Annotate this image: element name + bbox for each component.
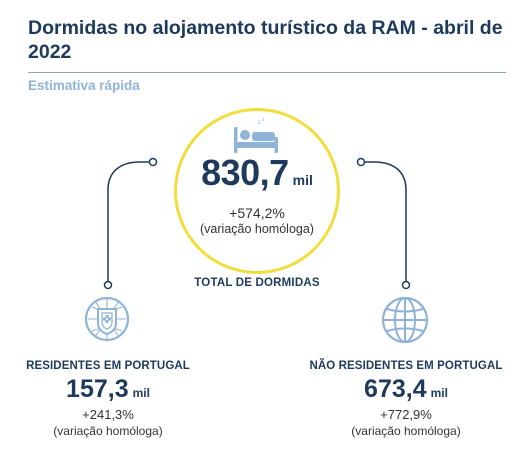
right-connector-end-bottom [401, 280, 411, 290]
left-connector-end-top [148, 157, 158, 167]
title-divider [28, 72, 506, 73]
page-subtitle: Estimativa rápida [28, 78, 140, 93]
page-title: Dormidas no alojamento turístico da RAM … [28, 17, 503, 63]
total-value: 830,7 mil [174, 152, 340, 194]
right-connector [364, 161, 407, 282]
non-residents-change-note: (variação homóloga) [351, 424, 461, 438]
right-connector-end-top [356, 157, 366, 167]
svg-text:z: z [262, 117, 265, 123]
non-residents-unit: mil [430, 386, 448, 400]
bed-icon: z z [234, 117, 278, 153]
residents-label: RESIDENTES EM PORTUGAL [26, 360, 190, 372]
total-unit: mil [292, 172, 313, 188]
non-residents-label: NÃO RESIDENTES EM PORTUGAL [309, 360, 503, 372]
total-change: +574,2% [229, 205, 285, 221]
residents-unit: mil [132, 386, 150, 400]
residents-change-note: (variação homóloga) [53, 424, 163, 438]
globe-icon [381, 296, 429, 344]
residents-change: +241,3% [82, 407, 134, 422]
total-number: 830,7 [201, 152, 289, 193]
non-residents-change: +772,9% [380, 407, 432, 422]
non-residents-value: 673,4 mil [286, 375, 526, 404]
residents-value: 157,3 mil [0, 375, 228, 404]
total-label: TOTAL DE DORMIDAS [194, 277, 320, 289]
svg-text:z: z [258, 120, 261, 126]
non-residents-number: 673,4 [364, 375, 427, 403]
portugal-coat-of-arms-icon [84, 296, 130, 342]
left-connector [107, 161, 150, 282]
total-change-note: (variação homóloga) [200, 222, 314, 236]
left-connector-end-bottom [103, 280, 113, 290]
residents-number: 157,3 [66, 375, 129, 403]
